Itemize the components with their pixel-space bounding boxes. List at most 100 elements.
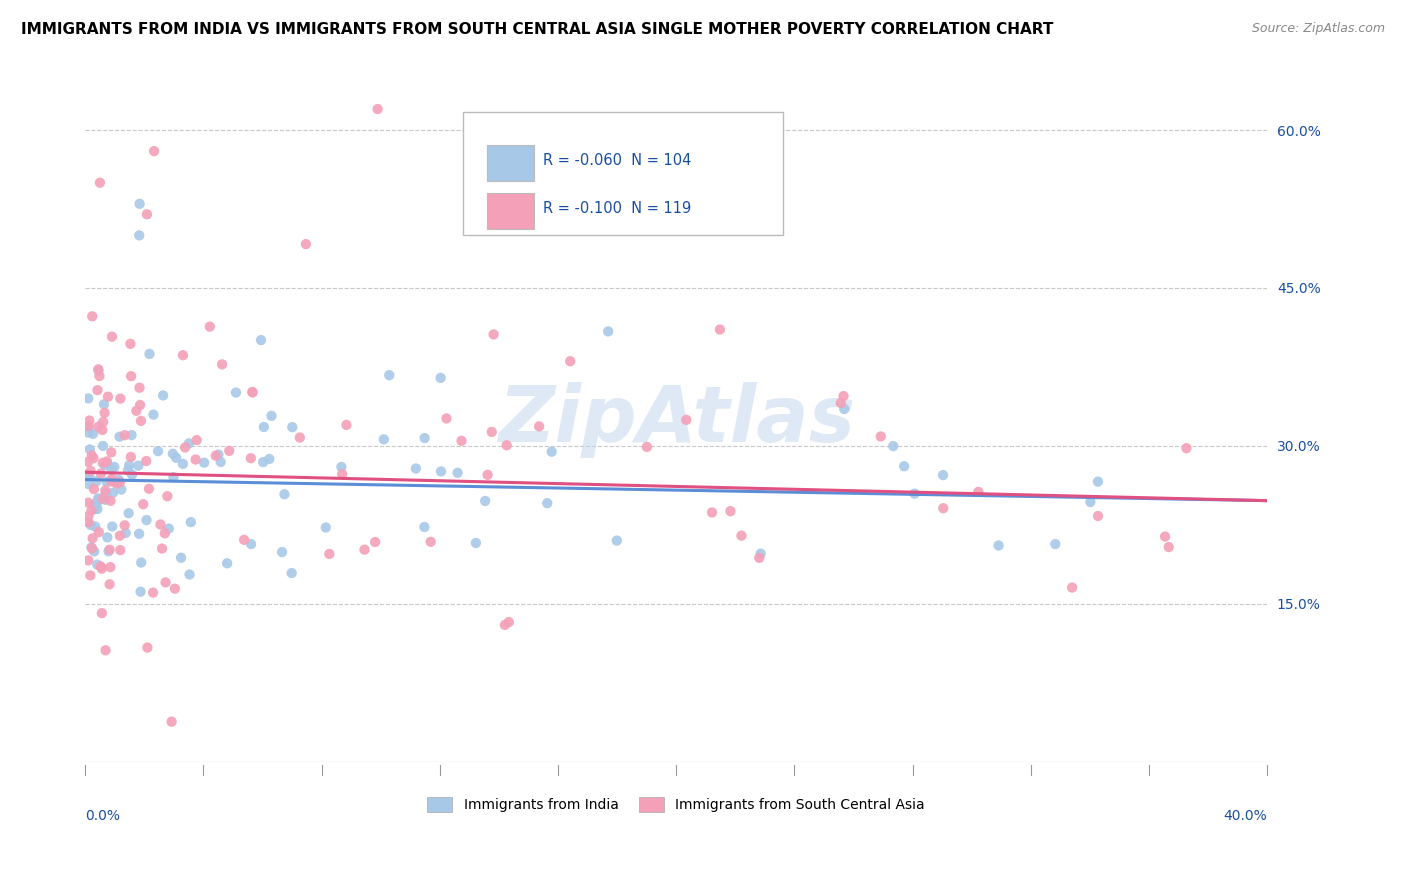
Point [94, 643, 117, 657]
Point [101, 485, 124, 500]
Point [91, 415, 114, 429]
Point [94, 492, 117, 507]
Point [90, 559, 112, 574]
Point [117, 463, 139, 477]
Point [84, 501, 107, 516]
Point [198, 319, 221, 334]
Point [481, 425, 503, 439]
Point [77, 419, 100, 434]
Point [749, 547, 772, 561]
Point [146, 444, 169, 458]
Point [80, 541, 103, 556]
Point [87, 419, 110, 434]
Point [100, 462, 122, 476]
Point [207, 448, 229, 462]
Point [94, 483, 117, 498]
Point [135, 513, 157, 527]
Point [80, 449, 103, 463]
Point [288, 431, 311, 445]
Point [101, 329, 124, 343]
Point [82, 426, 104, 441]
Text: R = -0.100  N = 119: R = -0.100 N = 119 [543, 201, 690, 216]
Point [118, 458, 141, 473]
Point [86, 383, 108, 397]
Point [606, 533, 628, 548]
Point [217, 556, 239, 570]
FancyBboxPatch shape [486, 145, 534, 181]
Point [149, 517, 172, 532]
Point [536, 496, 558, 510]
Text: ZipAtlas: ZipAtlas [498, 382, 855, 458]
Point [1087, 475, 1109, 489]
Point [436, 411, 458, 425]
Point [209, 455, 232, 469]
Point [79, 413, 101, 427]
Point [114, 526, 136, 541]
Point [170, 550, 193, 565]
Point [163, 582, 186, 596]
Point [240, 384, 263, 399]
Point [94, 458, 117, 472]
Point [142, 408, 165, 422]
Point [1157, 540, 1180, 554]
Point [830, 396, 852, 410]
Point [129, 414, 152, 428]
Text: Source: ZipAtlas.com: Source: ZipAtlas.com [1251, 22, 1385, 36]
Point [129, 556, 152, 570]
Point [93, 397, 115, 411]
Point [82, 531, 104, 545]
Point [96, 454, 118, 468]
Point [153, 526, 176, 541]
Point [450, 434, 472, 448]
Point [128, 196, 150, 211]
Point [172, 348, 194, 362]
Point [89, 491, 111, 506]
Point [136, 640, 159, 655]
Point [82, 310, 104, 324]
Point [748, 550, 770, 565]
Point [83, 544, 105, 558]
Point [91, 456, 114, 470]
Point [419, 534, 441, 549]
Point [86, 558, 108, 572]
Point [80, 518, 103, 533]
Point [429, 371, 451, 385]
Point [83, 482, 105, 496]
Point [250, 333, 273, 347]
Point [193, 456, 215, 470]
Point [318, 547, 340, 561]
Point [110, 483, 132, 497]
Point [495, 438, 517, 452]
Point [136, 207, 159, 221]
Point [156, 489, 179, 503]
Point [110, 392, 132, 406]
Text: 40.0%: 40.0% [1223, 809, 1267, 823]
Point [464, 536, 486, 550]
Point [77, 419, 100, 434]
Point [98, 577, 121, 591]
Point [128, 381, 150, 395]
Point [91, 491, 114, 506]
Point [94, 486, 117, 500]
Point [184, 452, 207, 467]
Point [413, 520, 436, 534]
Point [86, 502, 108, 516]
Point [80, 541, 103, 555]
Point [281, 420, 304, 434]
Point [177, 436, 200, 450]
FancyBboxPatch shape [486, 194, 534, 229]
Point [79, 442, 101, 457]
Point [120, 336, 142, 351]
Point [482, 327, 505, 342]
Point [1175, 441, 1198, 455]
Point [162, 470, 184, 484]
Point [89, 176, 111, 190]
Point [138, 347, 160, 361]
Legend: Immigrants from India, Immigrants from South Central Asia: Immigrants from India, Immigrants from S… [416, 786, 936, 823]
Point [128, 526, 150, 541]
Point [83, 497, 105, 511]
Point [204, 449, 226, 463]
Point [239, 451, 262, 466]
Point [77, 516, 100, 530]
Point [121, 428, 143, 442]
